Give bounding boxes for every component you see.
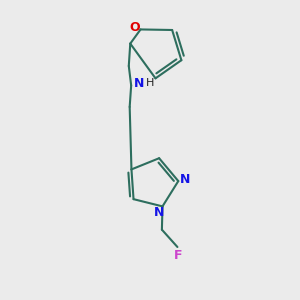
Text: N: N	[154, 206, 164, 220]
Text: N: N	[134, 76, 145, 89]
Text: F: F	[174, 249, 183, 262]
Text: O: O	[130, 22, 140, 34]
Text: H: H	[146, 78, 154, 88]
Text: N: N	[180, 173, 191, 186]
